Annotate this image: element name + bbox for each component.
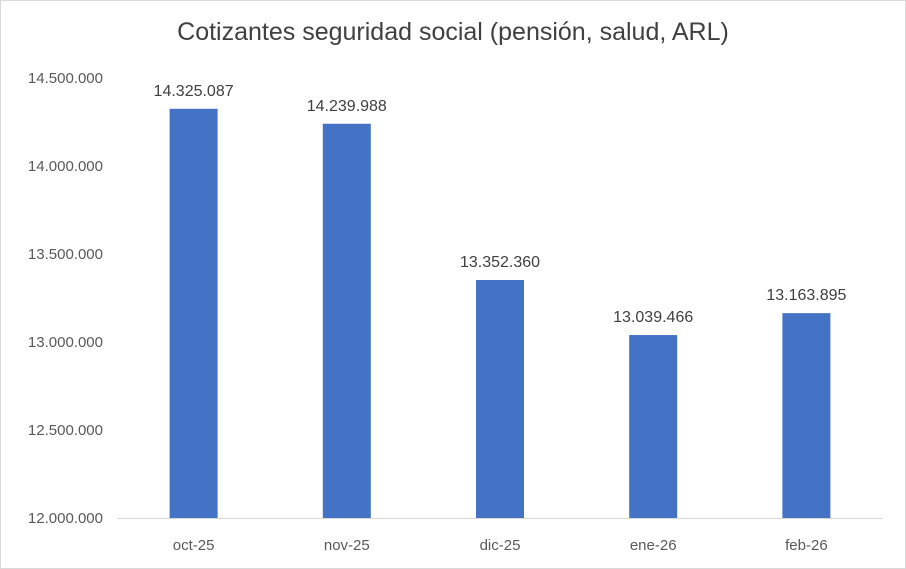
data-label: 13.039.466 [613, 309, 693, 326]
y-tick-label: 14.000.000 [28, 158, 103, 175]
data-label: 14.325.087 [154, 83, 234, 100]
x-tick-label: dic-25 [480, 537, 521, 554]
data-label: 13.352.360 [460, 254, 540, 271]
bar [629, 335, 678, 518]
bar [476, 279, 524, 518]
x-tick-label: oct-25 [173, 537, 215, 554]
data-label: 13.163.895 [766, 287, 846, 304]
y-tick-label: 14.500.000 [28, 70, 103, 87]
y-tick-label: 13.000.000 [28, 334, 103, 351]
x-tick-label: feb-26 [785, 537, 828, 554]
bar [169, 108, 218, 518]
bar [782, 313, 831, 518]
bar [322, 123, 371, 518]
x-tick-label: nov-25 [324, 537, 370, 554]
y-tick-label: 12.500.000 [28, 422, 103, 439]
x-tick-label: ene-26 [630, 537, 677, 554]
x-axis-labels: oct-25 nov-25 dic-25 ene-26 feb-26 [173, 537, 828, 554]
chart-title: Cotizantes seguridad social (pensión, sa… [177, 18, 729, 46]
y-tick-label: 12.000.000 [28, 510, 103, 527]
y-axis-labels: 12.000.000 12.500.000 13.000.000 13.500.000… [28, 70, 103, 527]
bars [169, 108, 831, 518]
data-labels: 14.325.087 14.239.988 13.352.360 13.039.466… [154, 83, 847, 326]
y-tick-label: 13.500.000 [28, 246, 103, 263]
data-label: 14.239.988 [307, 98, 387, 115]
